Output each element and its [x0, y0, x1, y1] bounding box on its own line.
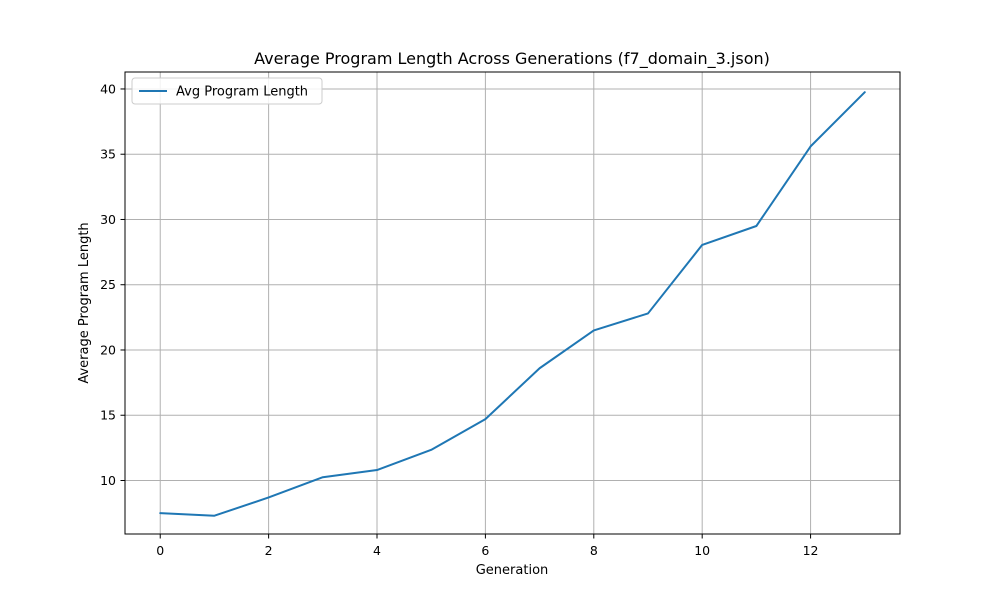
legend-label: Avg Program Length [176, 85, 308, 100]
y-tick-label: 20 [100, 342, 116, 357]
y-tick-label: 40 [100, 81, 116, 96]
x-tick-label: 8 [590, 543, 598, 558]
y-axis-ticks: 10 15 20 25 30 35 40 [100, 81, 125, 488]
x-tick-label: 2 [265, 543, 273, 558]
y-tick-label: 25 [100, 277, 116, 292]
x-tick-label: 10 [694, 543, 710, 558]
y-tick-label: 10 [100, 473, 116, 488]
grid [125, 72, 900, 534]
x-tick-label: 12 [803, 543, 819, 558]
chart-title: Average Program Length Across Generation… [254, 49, 770, 69]
axes-frame [124, 71, 901, 535]
legend-box [131, 77, 323, 105]
series-layer [159, 91, 866, 517]
x-tick-label: 0 [156, 543, 164, 558]
x-tick-label: 4 [373, 543, 381, 558]
legend: Avg Program Length [131, 77, 323, 105]
y-tick-label: 35 [100, 147, 116, 162]
x-tick-label: 6 [481, 543, 489, 558]
y-tick-label: 15 [100, 408, 116, 423]
x-axis-ticks: 0 2 4 6 8 10 12 [156, 534, 819, 558]
y-tick-label: 30 [100, 212, 116, 227]
x-axis-label: Generation [476, 563, 549, 578]
series-line [159, 91, 866, 517]
y-axis-label: Average Program Length [77, 222, 92, 383]
